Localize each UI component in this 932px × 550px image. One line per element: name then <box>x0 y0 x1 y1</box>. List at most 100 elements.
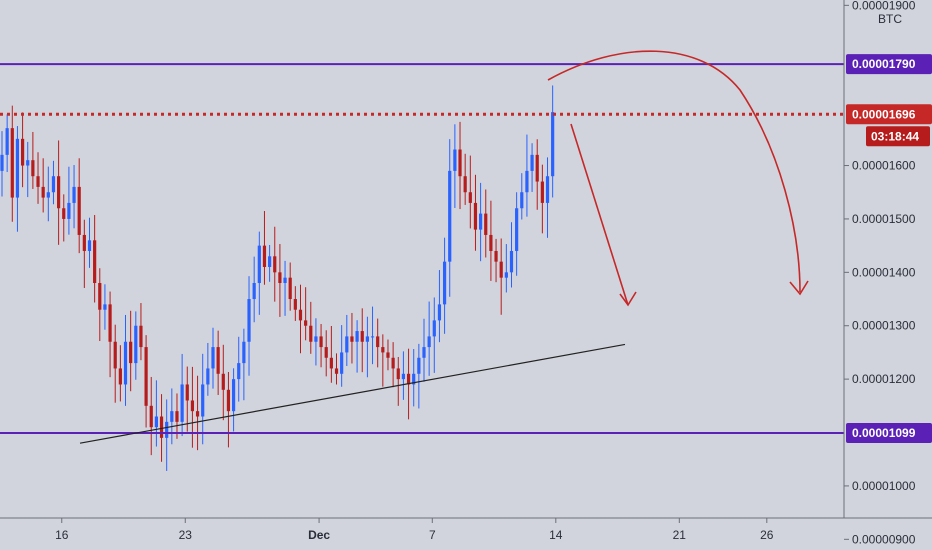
y-tick-label: 0.00001000 <box>852 479 916 493</box>
candle-up <box>453 149 457 171</box>
level-badge <box>846 54 932 75</box>
arrow-straight-down-head <box>619 291 637 307</box>
level-badge-label: 0.00001099 <box>852 426 916 440</box>
candle-down <box>149 405 153 428</box>
candle-up <box>551 112 555 177</box>
candle-down <box>98 283 102 310</box>
candle-down <box>10 128 14 198</box>
y-tick-label: 0.00001400 <box>852 265 916 279</box>
candle-up <box>340 352 344 374</box>
candle-down <box>304 320 308 326</box>
candle-down <box>139 325 143 348</box>
y-tick-label: 0.00001900 <box>852 0 916 12</box>
countdown-badge <box>866 126 930 147</box>
candle-up <box>530 154 534 171</box>
candle-up <box>206 368 210 385</box>
arrow-straight-down <box>570 123 629 306</box>
y-tick-label: 0.00001500 <box>852 212 916 226</box>
y-tick-label: 0.00001300 <box>852 319 916 333</box>
candle-down <box>273 256 277 273</box>
candle-down <box>360 331 364 342</box>
candle-up <box>437 304 442 321</box>
y-tick-label: 0.00000900 <box>852 532 916 546</box>
candle-down <box>288 277 292 300</box>
x-tick-label: Dec <box>308 528 330 542</box>
candle-down <box>77 186 81 235</box>
candle-up <box>345 336 349 353</box>
candle-up <box>154 416 158 428</box>
candle-down <box>93 240 97 284</box>
candle-up <box>401 373 406 380</box>
candle-down <box>309 325 313 342</box>
candle-up <box>211 347 215 369</box>
candle-up <box>252 283 256 300</box>
candle-down <box>494 250 498 262</box>
price-axis: 0.00000900 0.00001000 0.00001200 0.00001300… <box>843 0 932 546</box>
candle-down <box>406 373 411 385</box>
candle-up <box>268 256 272 267</box>
candle-up <box>479 213 483 230</box>
candle-up <box>448 170 452 262</box>
candle-up <box>427 336 431 348</box>
candle-down <box>108 304 112 342</box>
candle-down <box>118 368 122 385</box>
candle-down <box>540 181 544 203</box>
candle-down <box>324 347 328 358</box>
candle-down <box>57 176 61 209</box>
candle-up <box>51 176 56 193</box>
candle-down <box>298 309 303 321</box>
y-tick-label: 0.00001600 <box>852 159 916 173</box>
level-badge-label: 0.00001696 <box>852 107 916 121</box>
candle-down <box>190 400 195 412</box>
candle-up <box>67 202 71 219</box>
candle-up <box>180 384 184 422</box>
candle-up <box>504 272 508 278</box>
candle-up <box>355 331 359 342</box>
candle-up <box>314 336 318 342</box>
candle-down <box>499 261 503 278</box>
candle-down <box>350 336 354 342</box>
candle-down <box>159 416 164 438</box>
candle-up <box>134 325 138 364</box>
candle-up <box>231 379 236 412</box>
level-badge <box>846 104 932 125</box>
candle-up <box>509 250 514 273</box>
unit-label: BTC <box>878 12 902 26</box>
candle-down <box>221 373 225 390</box>
x-tick-label: 16 <box>55 528 69 542</box>
candle-down <box>129 341 133 364</box>
level-badge-label: 0.00001790 <box>852 57 916 71</box>
arrow-curved <box>547 50 801 293</box>
candle-up <box>365 336 369 342</box>
candle-down <box>489 234 493 251</box>
candle-down <box>386 352 390 358</box>
candles-layer <box>0 85 555 471</box>
candle-up <box>520 192 524 209</box>
candle-down <box>535 154 539 182</box>
candle-up <box>72 186 76 203</box>
candle-up <box>15 138 20 198</box>
candle-down <box>473 202 478 230</box>
candle-up <box>123 341 128 385</box>
candle-up <box>412 373 416 385</box>
candle-up <box>87 240 92 251</box>
candle-down <box>293 299 297 310</box>
x-tick-label: 14 <box>549 528 563 542</box>
candle-down <box>484 213 488 235</box>
candle-up <box>237 363 241 380</box>
candle-down <box>468 192 472 203</box>
candle-down <box>36 176 40 187</box>
candle-up <box>170 411 174 422</box>
candle-down <box>381 347 385 353</box>
candle-down <box>458 149 462 177</box>
candle-down <box>376 336 380 348</box>
candle-up <box>545 176 550 203</box>
x-tick-label: 23 <box>179 528 193 542</box>
candle-up <box>370 336 375 338</box>
candle-down <box>396 368 400 380</box>
countdown-label: 03:18:44 <box>871 129 919 143</box>
candle-down <box>82 234 86 251</box>
